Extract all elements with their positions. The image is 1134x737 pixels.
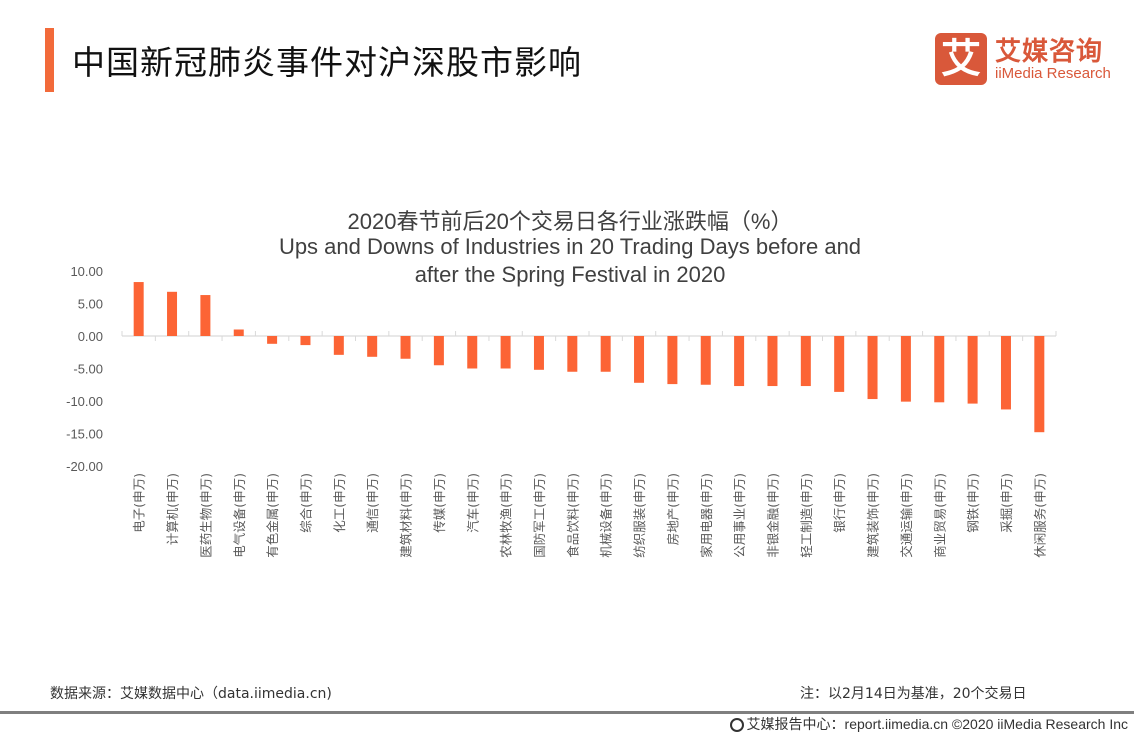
bar [1000,336,1011,410]
logo-en-text: iiMedia Research [995,65,1111,82]
chart-title-en-line2: after the Spring Festival in 2020 [414,262,726,287]
x-category-label: 食品饮料(申万) [565,473,580,558]
x-category-label: 计算机(申万) [165,473,180,545]
x-category-label: 电气设备(申万) [232,473,247,558]
bar [667,336,678,385]
data-source: 数据来源：艾媒数据中心（data.iimedia.cn) [50,686,332,702]
iimedia-logo: 艾 艾媒咨询 iiMedia Research [935,33,1125,87]
x-category-label: 国防军工(申万) [532,473,547,558]
bar-chart: 10.00 5.00 0.00 -5.00 -10.00 -15.00 -20.00 电子(申… [66,264,1057,558]
logo-mark: 艾 [935,33,987,85]
x-category-label: 汽车(申万) [465,473,480,533]
x-category-label: 纺织服装(申万) [632,473,647,558]
x-category-label: 银行(申万) [832,473,847,533]
x-category-label: 轻工制造(申万) [799,473,814,558]
y-tick-label: 0.00 [78,329,103,344]
bar [800,336,811,387]
bar [333,336,344,355]
bar [634,336,645,383]
x-category-label: 农林牧渔(申万) [499,473,514,558]
bar [934,336,945,403]
chart-title-en-line1: Ups and Downs of Industries in 20 Tradin… [278,234,862,259]
page-title: 中国新冠肺炎事件对沪深股市影响 [72,43,582,82]
bar [167,291,178,336]
x-category-label: 医药生物(申万) [198,473,213,558]
bar [467,336,478,369]
title-accent-bar [45,28,54,92]
x-category-label: 综合(申万) [298,473,313,533]
x-category-label: 化工(申万) [332,473,347,533]
bar [433,336,444,366]
bar [734,336,745,387]
bar [200,295,211,336]
footer-divider [0,711,1134,714]
bar [533,336,544,370]
bar [500,336,511,369]
bar [600,336,611,372]
globe-icon [729,718,744,732]
bar [867,336,878,400]
x-category-label: 机械设备(申万) [599,473,614,558]
bar [233,329,244,336]
x-category-label: 采掘(申万) [999,473,1014,533]
y-tick-label: -15.00 [66,427,103,442]
bar [900,336,911,402]
y-tick-label: -10.00 [66,394,103,409]
x-category-label: 房地产(申万) [665,473,680,545]
x-category-label: 建筑材料(申万) [399,473,414,558]
bar [767,336,778,387]
bar [1034,336,1045,433]
bar [567,336,578,372]
bar [700,336,711,385]
y-tick-label: -5.00 [73,362,103,377]
footer-copyright: 艾媒报告中心：report.iimedia.cn ©2020 iiMedia R… [729,714,1128,734]
chart-title-cn: 2020春节前后20个交易日各行业涨跌幅（%） [347,209,793,234]
footnote: 注：以2月14日为基准，20个交易日 [800,686,1027,702]
bar [400,336,411,359]
bar [267,336,278,344]
x-category-label: 非银金融(申万) [765,473,780,558]
bar [133,282,144,336]
logo-cn-text: 艾媒咨询 [995,37,1104,67]
y-tick-label: 10.00 [70,264,103,279]
x-category-label: 休闲服务(申万) [1032,473,1047,558]
x-category-label: 家用电器(申万) [699,473,714,558]
bar [367,336,378,357]
x-category-label: 建筑装饰(申万) [866,473,881,558]
bar [834,336,845,392]
y-tick-label: -20.00 [66,459,103,474]
bar [967,336,978,404]
bar [300,336,311,346]
x-category-label: 交通运输(申万) [899,473,914,558]
x-category-label: 有色金属(申万) [265,473,280,558]
x-category-label: 公用事业(申万) [732,473,747,558]
copyright-text: 艾媒报告中心：report.iimedia.cn ©2020 iiMedia R… [746,716,1128,732]
x-category-label: 商业贸易(申万) [932,473,947,558]
y-tick-label: 5.00 [78,297,103,312]
x-category-label: 传媒(申万) [432,473,447,533]
x-category-label: 电子(申万) [132,473,147,533]
x-category-label: 通信(申万) [365,473,380,533]
x-category-label: 钢铁(申万) [966,473,981,533]
